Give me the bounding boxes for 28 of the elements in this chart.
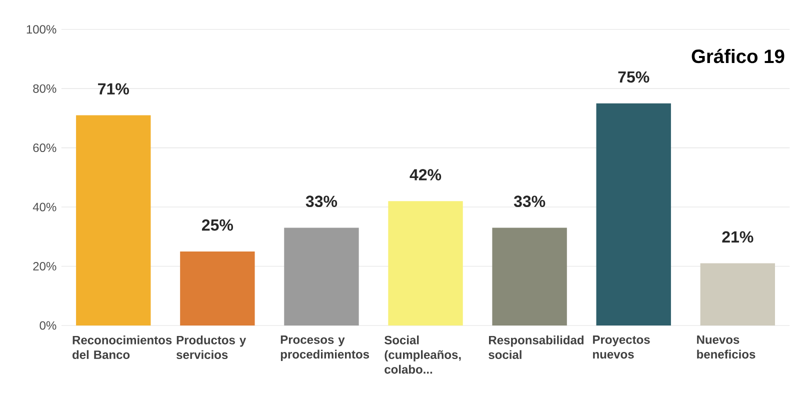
x-tick-label: Social (cumpleaños, colabo... xyxy=(384,335,461,374)
x-tick-label: Proyectos nuevos xyxy=(593,335,650,358)
bar xyxy=(700,263,776,326)
data-label: 21% xyxy=(722,231,754,242)
bar xyxy=(76,115,151,326)
y-tick-label: 80% xyxy=(33,84,56,93)
data-label: 71% xyxy=(98,83,129,94)
bar xyxy=(180,251,255,326)
x-tick-label: Procesos y procedimientos xyxy=(280,335,370,361)
y-tick-label: 100% xyxy=(26,25,56,34)
y-tick-label: 0% xyxy=(40,321,56,330)
bar xyxy=(492,228,567,326)
bar xyxy=(284,228,359,326)
data-label: 33% xyxy=(306,196,338,207)
bar xyxy=(388,201,463,326)
data-label: 42% xyxy=(410,169,442,180)
x-tick-label: Productos y servicios xyxy=(176,335,246,359)
data-label: 33% xyxy=(514,196,546,207)
y-tick-label: 20% xyxy=(33,262,56,270)
x-tick-label: Nuevos beneficios xyxy=(697,335,756,358)
y-tick-label: 40% xyxy=(32,202,56,212)
data-label: 75% xyxy=(618,71,650,83)
data-label: 25% xyxy=(202,219,234,231)
y-tick-label: 60% xyxy=(33,143,56,152)
x-tick-label: Reconocimientos del Banco xyxy=(72,335,172,359)
annotation: Gráfico 19 xyxy=(692,48,784,64)
bar xyxy=(596,103,671,326)
x-tick-label: Responsabilidad social xyxy=(488,335,584,359)
